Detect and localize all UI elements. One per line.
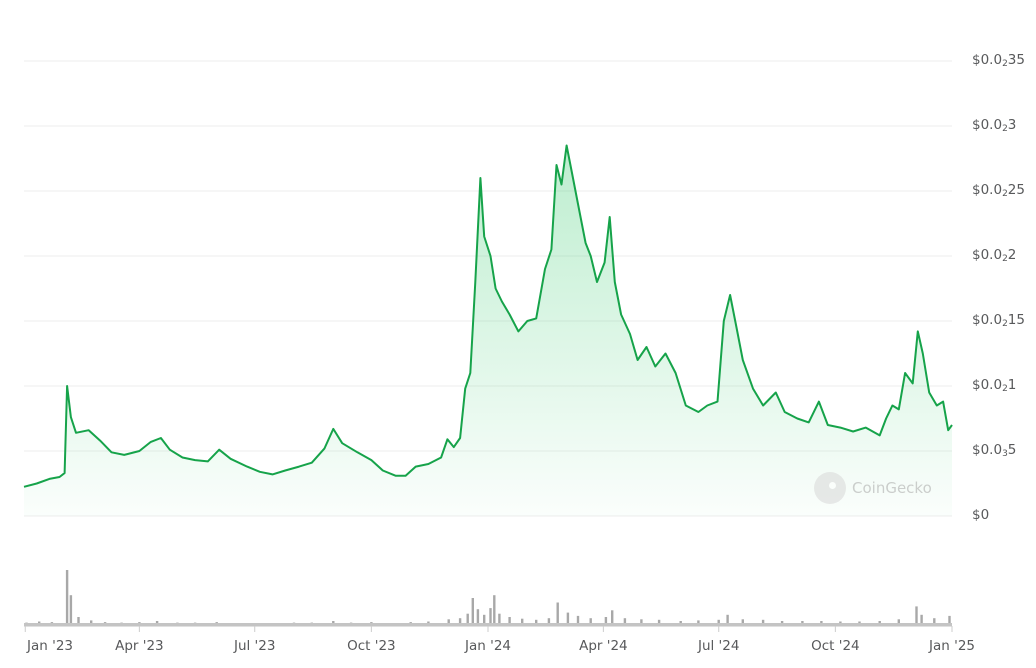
- volume-baseline-band: [24, 623, 952, 626]
- volume-bar: [640, 619, 643, 626]
- y-tick-label: $0.035: [972, 442, 1017, 459]
- volume-bar: [69, 595, 73, 626]
- volume-bar: [623, 618, 627, 626]
- y-tick-label: $0.0215: [972, 312, 1025, 329]
- volume-bar: [556, 602, 559, 626]
- x-tick-label: Jul '23: [233, 638, 276, 654]
- x-tick-label: Oct '24: [811, 638, 860, 654]
- x-tick-label: Jan '24: [465, 638, 511, 654]
- volume-bar: [77, 617, 80, 626]
- y-tick-label: $0: [972, 507, 990, 523]
- volume-bar: [761, 619, 765, 626]
- volume-bar: [489, 608, 492, 626]
- volume-bar: [948, 615, 951, 626]
- volume-bar: [589, 618, 592, 626]
- volume-bar: [521, 618, 524, 626]
- price-area: [24, 145, 952, 516]
- gecko-logo-icon: [814, 472, 846, 504]
- volume-bar: [508, 617, 511, 626]
- volume-bar: [535, 619, 538, 626]
- x-tick-label: Oct '23: [347, 638, 396, 654]
- volume-bar: [726, 614, 729, 626]
- y-tick-label: $0.023: [972, 117, 1017, 134]
- volume-bar: [915, 606, 918, 626]
- volume-bar: [458, 618, 462, 626]
- x-tick-label: Apr '24: [579, 638, 628, 654]
- coingecko-watermark: CoinGecko: [814, 472, 932, 504]
- watermark-text: CoinGecko: [852, 479, 932, 497]
- volume-bar: [476, 609, 480, 626]
- x-axis-ticks: [24, 626, 953, 632]
- x-tick-label: Jan '23: [27, 638, 73, 654]
- volume-bar: [576, 615, 580, 626]
- volume-bar: [447, 619, 450, 626]
- volume-bar: [466, 613, 469, 626]
- volume-bar: [717, 619, 720, 626]
- volume-bar: [493, 595, 496, 626]
- x-tick-label: Jul '24: [697, 638, 740, 654]
- y-tick-label: $0.0235: [972, 52, 1025, 69]
- volume-bar: [657, 619, 661, 626]
- volume-bar: [741, 619, 744, 626]
- y-tick-label: $0.0225: [972, 182, 1025, 199]
- x-tick-label: Jan '25: [929, 638, 975, 654]
- volume-bar: [483, 614, 486, 626]
- volume-bar: [498, 613, 501, 626]
- volume-bar: [920, 614, 923, 626]
- volume-bar: [933, 618, 936, 626]
- volume-bar: [611, 610, 614, 626]
- x-tick-label: Apr '23: [115, 638, 164, 654]
- volume-bar: [547, 618, 551, 626]
- volume-bar: [471, 598, 474, 626]
- volume-bar: [65, 570, 69, 626]
- volume-bar: [566, 612, 570, 626]
- y-tick-label: $0.021: [972, 377, 1017, 394]
- y-tick-label: $0.022: [972, 247, 1017, 264]
- price-line: [23, 144, 953, 488]
- volume-bars: [24, 570, 952, 626]
- volume-bar: [897, 619, 900, 626]
- volume-bar: [604, 617, 608, 626]
